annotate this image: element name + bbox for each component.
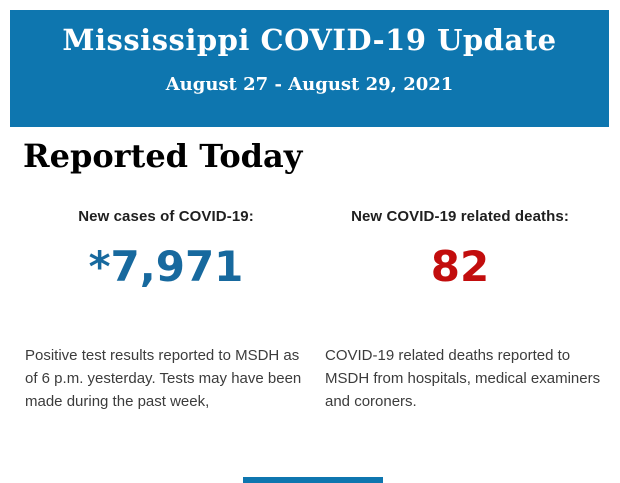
header-banner: Mississippi COVID-19 Update August 27 - … xyxy=(10,10,609,127)
cases-value: *7,971 xyxy=(88,242,244,291)
section-heading: Reported Today xyxy=(23,137,303,175)
cases-panel: New cases of COVID-19: *7,971 xyxy=(12,208,320,288)
cases-note: Positive test results reported to MSDH a… xyxy=(25,347,302,410)
deaths-value: 82 xyxy=(430,242,490,291)
deaths-label: New COVID-19 related deaths: xyxy=(351,208,569,225)
next-section-partial-bar xyxy=(243,477,383,483)
cases-label: New cases of COVID-19: xyxy=(78,208,254,225)
banner-date-range: August 27 - August 29, 2021 xyxy=(165,74,454,95)
deaths-note: COVID-19 related deaths reported to MSDH… xyxy=(325,347,601,410)
banner-title: Mississippi COVID-19 Update xyxy=(62,23,557,57)
deaths-panel: New COVID-19 related deaths: 82 xyxy=(310,208,610,288)
